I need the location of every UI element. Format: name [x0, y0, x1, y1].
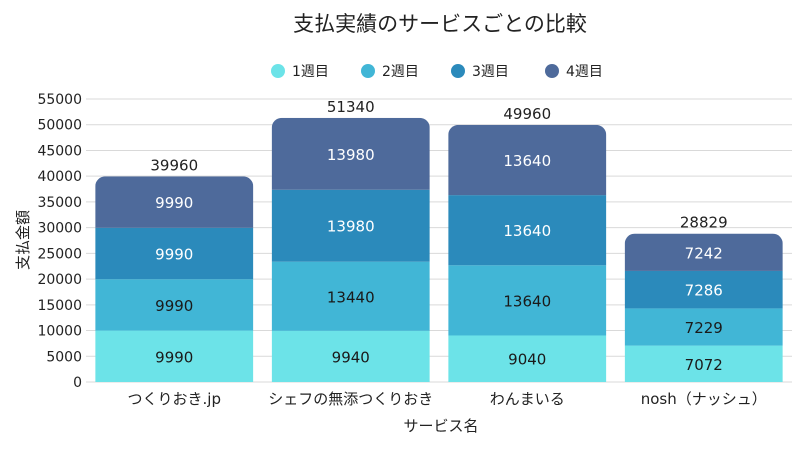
y-tick-label: 5000 [46, 349, 82, 365]
bar-segment [271, 189, 430, 262]
segment-label: 9990 [155, 245, 193, 263]
legend: 1週目 2週目 3週目 4週目 [271, 64, 603, 80]
bar-segment [448, 335, 607, 382]
segment-label: 9990 [155, 297, 193, 315]
y-tick-label: 15000 [37, 298, 82, 314]
segment-label: 13640 [503, 292, 551, 310]
x-tick-label: わんまいる [490, 390, 565, 408]
bar-stack: 9940 13440 13980 13980 51340 [271, 98, 430, 382]
bar-segment [271, 330, 430, 382]
segment-label: 7229 [685, 319, 723, 337]
y-tick-label: 10000 [37, 324, 82, 340]
segment-label: 13980 [327, 146, 375, 164]
y-tick-label: 0 [73, 375, 82, 391]
y-tick-label: 40000 [37, 169, 82, 185]
segment-label: 13980 [327, 218, 375, 236]
chart-title: 支払実績のサービスごとの比較 [293, 12, 587, 36]
legend-swatch [271, 64, 285, 78]
bar-segment [624, 308, 783, 346]
x-tick-label: シェフの無添つくりおき [268, 390, 433, 408]
bar-stack: 9040 13640 13640 13640 49960 [448, 105, 607, 382]
y-axis-label: 支払金額 [14, 210, 32, 270]
segment-label: 9940 [332, 348, 370, 366]
legend-label: 1週目 [292, 64, 329, 80]
legend-label: 2週目 [382, 64, 419, 80]
y-tick-label: 25000 [37, 246, 82, 262]
bar-segment [624, 345, 783, 382]
y-tick-label: 55000 [37, 92, 82, 108]
segment-label: 9990 [155, 348, 193, 366]
legend-label: 3週目 [472, 64, 509, 80]
legend-swatch [451, 64, 465, 78]
segment-label: 13640 [503, 152, 551, 170]
bar-stack: 7072 7229 7286 7242 28829 [624, 214, 783, 382]
segment-label: 9990 [155, 194, 193, 212]
bar-segment [271, 261, 430, 331]
y-tick-label: 30000 [37, 221, 82, 237]
y-tick-label: 35000 [37, 195, 82, 211]
legend-swatch [361, 64, 375, 78]
bar-segment [624, 233, 783, 271]
total-label: 49960 [503, 105, 551, 123]
total-label: 28829 [680, 214, 728, 232]
segment-label: 13640 [503, 222, 551, 240]
bar-segment [95, 176, 254, 228]
total-label: 39960 [150, 156, 198, 174]
segment-label: 9040 [508, 351, 546, 369]
x-tick-label: nosh（ナッシュ） [641, 390, 767, 408]
bar-segment [95, 279, 254, 331]
bar-segment [448, 124, 607, 196]
x-tick-label: つくりおき.jp [128, 390, 221, 408]
bar-segment [448, 195, 607, 266]
segment-label: 7072 [685, 356, 723, 374]
bar-segment [95, 330, 254, 382]
total-label: 51340 [327, 98, 375, 116]
legend-label: 4週目 [566, 64, 603, 80]
x-axis-label: サービス名 [403, 417, 478, 435]
segment-label: 13440 [327, 288, 375, 306]
y-tick-label: 20000 [37, 272, 82, 288]
bar-segment [624, 270, 783, 309]
x-axis-ticks: つくりおき.jp シェフの無添つくりおき わんまいる nosh（ナッシュ） [128, 390, 767, 408]
segment-label: 7242 [685, 244, 723, 262]
segment-label: 7286 [685, 282, 723, 300]
legend-swatch [545, 64, 559, 78]
bar-segment [271, 117, 430, 190]
bar-stack: 9990 9990 9990 9990 39960 [95, 156, 254, 382]
bars: 9990 9990 9990 9990 39960 9940 13440 13980 13980… [95, 98, 783, 382]
y-tick-label: 50000 [37, 118, 82, 134]
bar-segment [448, 265, 607, 336]
y-axis-ticks: 0 5000 10000 15000 20000 25000 30000 35000 40000… [37, 92, 82, 391]
bar-segment [95, 227, 254, 280]
y-tick-label: 45000 [37, 143, 82, 159]
